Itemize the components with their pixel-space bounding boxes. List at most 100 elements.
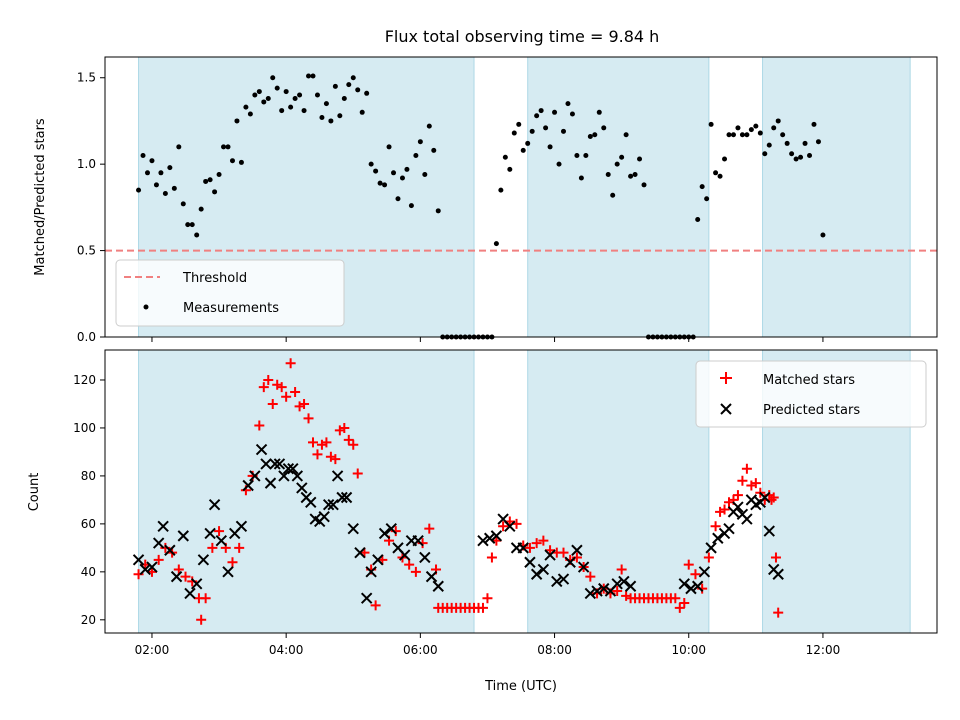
- measurement-point: [292, 95, 298, 101]
- predicted-star-point: [584, 587, 597, 600]
- measurement-point: [793, 156, 799, 162]
- measurement-point: [198, 206, 204, 212]
- predicted-star-point: [184, 587, 196, 600]
- measurement-point: [162, 191, 168, 197]
- measurement-point: [136, 187, 142, 193]
- predicted-star-point: [571, 544, 583, 556]
- ratio-shaded-span: [527, 56, 710, 338]
- count-y-tick-label: 40: [81, 565, 96, 579]
- measurement-point: [775, 118, 781, 124]
- predicted-star-point: [177, 530, 189, 542]
- measurement-point: [534, 113, 540, 119]
- measurement-point: [748, 127, 754, 133]
- measurement-point: [771, 125, 777, 131]
- measurement-point: [207, 177, 213, 183]
- predicted-star-point: [215, 534, 228, 547]
- measurement-point: [238, 159, 244, 165]
- predicted-star-point: [170, 570, 183, 583]
- measurement-point: [628, 173, 634, 179]
- measurement-point: [359, 109, 365, 115]
- x-tick-label: 04:00: [269, 643, 304, 657]
- matched-star-point: [616, 564, 627, 575]
- measurement-point: [592, 132, 598, 138]
- predicted-star-point: [732, 501, 744, 513]
- matched-star-point: [531, 538, 542, 549]
- ratio-y-tick-label: 1.0: [77, 157, 96, 171]
- measurement-point: [373, 168, 379, 174]
- predicted-star-point: [222, 566, 234, 578]
- matched-star-point: [267, 398, 278, 409]
- matched-star-point: [538, 535, 549, 546]
- chart-title: Flux total observing time = 9.84 h: [385, 27, 660, 46]
- predicted-star-point: [524, 556, 536, 568]
- matched-star-point: [200, 593, 211, 604]
- predicted-star-point: [347, 522, 359, 535]
- predicted-star-point: [763, 525, 775, 537]
- predicted-star-point: [530, 568, 543, 580]
- predicted-star-point: [685, 582, 697, 595]
- measurement-point: [328, 118, 334, 124]
- matched-star-point: [612, 586, 623, 597]
- predicted-star-point: [432, 580, 444, 592]
- count-y-tick-label: 120: [73, 373, 96, 387]
- matched-star-point: [670, 593, 681, 604]
- measurement-point: [355, 87, 361, 93]
- x-tick-label: 12:00: [806, 643, 841, 657]
- matched-star-point: [234, 542, 245, 553]
- measurement-point: [212, 189, 218, 195]
- count-y-axis-label: Count: [27, 473, 42, 512]
- count-y-tick-label: 80: [81, 469, 96, 483]
- predicted-star-point: [255, 443, 268, 456]
- measurement-point: [171, 185, 177, 191]
- measurement-point: [753, 123, 759, 129]
- measurement-point: [203, 178, 209, 184]
- measurement-point: [319, 114, 325, 120]
- measurement-point: [426, 123, 432, 129]
- ratio-shaded-span: [762, 56, 911, 338]
- predicted-star-point: [208, 498, 221, 511]
- measurement-point: [310, 73, 316, 79]
- predicted-star-point: [204, 527, 216, 540]
- measurement-point: [802, 140, 808, 146]
- predicted-star-point: [260, 458, 272, 470]
- measurement-point: [525, 140, 531, 146]
- predicted-star-point: [372, 554, 384, 566]
- measurement-point: [323, 101, 329, 107]
- predicted-star-point: [723, 522, 735, 535]
- predicted-star-point: [419, 551, 431, 564]
- measurement-point: [185, 222, 191, 228]
- matched-star-point: [352, 468, 363, 479]
- predicted-star-point: [598, 582, 610, 595]
- measurements-legend-label: Measurements: [183, 301, 279, 316]
- predicted-star-point: [291, 470, 304, 482]
- measurement-point: [619, 154, 625, 160]
- measurement-point: [735, 125, 741, 131]
- matched-star-point: [683, 559, 694, 570]
- measurement-point: [623, 132, 629, 138]
- matched-star-point: [276, 382, 287, 393]
- measurement-point: [815, 139, 821, 145]
- predicted-star-point: [264, 477, 277, 489]
- predicted-star-point: [490, 530, 503, 542]
- matched-star-point: [558, 547, 569, 558]
- measurement-point: [435, 208, 441, 214]
- measurement-point: [149, 158, 155, 164]
- measurement-point: [574, 153, 580, 159]
- measurement-point: [225, 144, 231, 150]
- predicted-star-point: [190, 578, 203, 590]
- matched-star-point: [330, 454, 341, 465]
- x-tick-label: 02:00: [135, 643, 170, 657]
- matched-star-point: [524, 542, 535, 553]
- count-legend-box: [695, 360, 927, 428]
- predicted-star-point: [197, 554, 210, 566]
- matched-star-point: [285, 358, 296, 369]
- measurement-point: [247, 111, 253, 117]
- predicted-star-point: [273, 458, 286, 470]
- measurement-point: [614, 161, 620, 167]
- measurement-point: [708, 121, 714, 127]
- ratio-legend-box: [115, 259, 345, 327]
- measurements-legend-swatch: [143, 304, 149, 310]
- measurement-point: [717, 173, 723, 179]
- measurement-point: [274, 85, 280, 91]
- measurement-point: [565, 101, 571, 107]
